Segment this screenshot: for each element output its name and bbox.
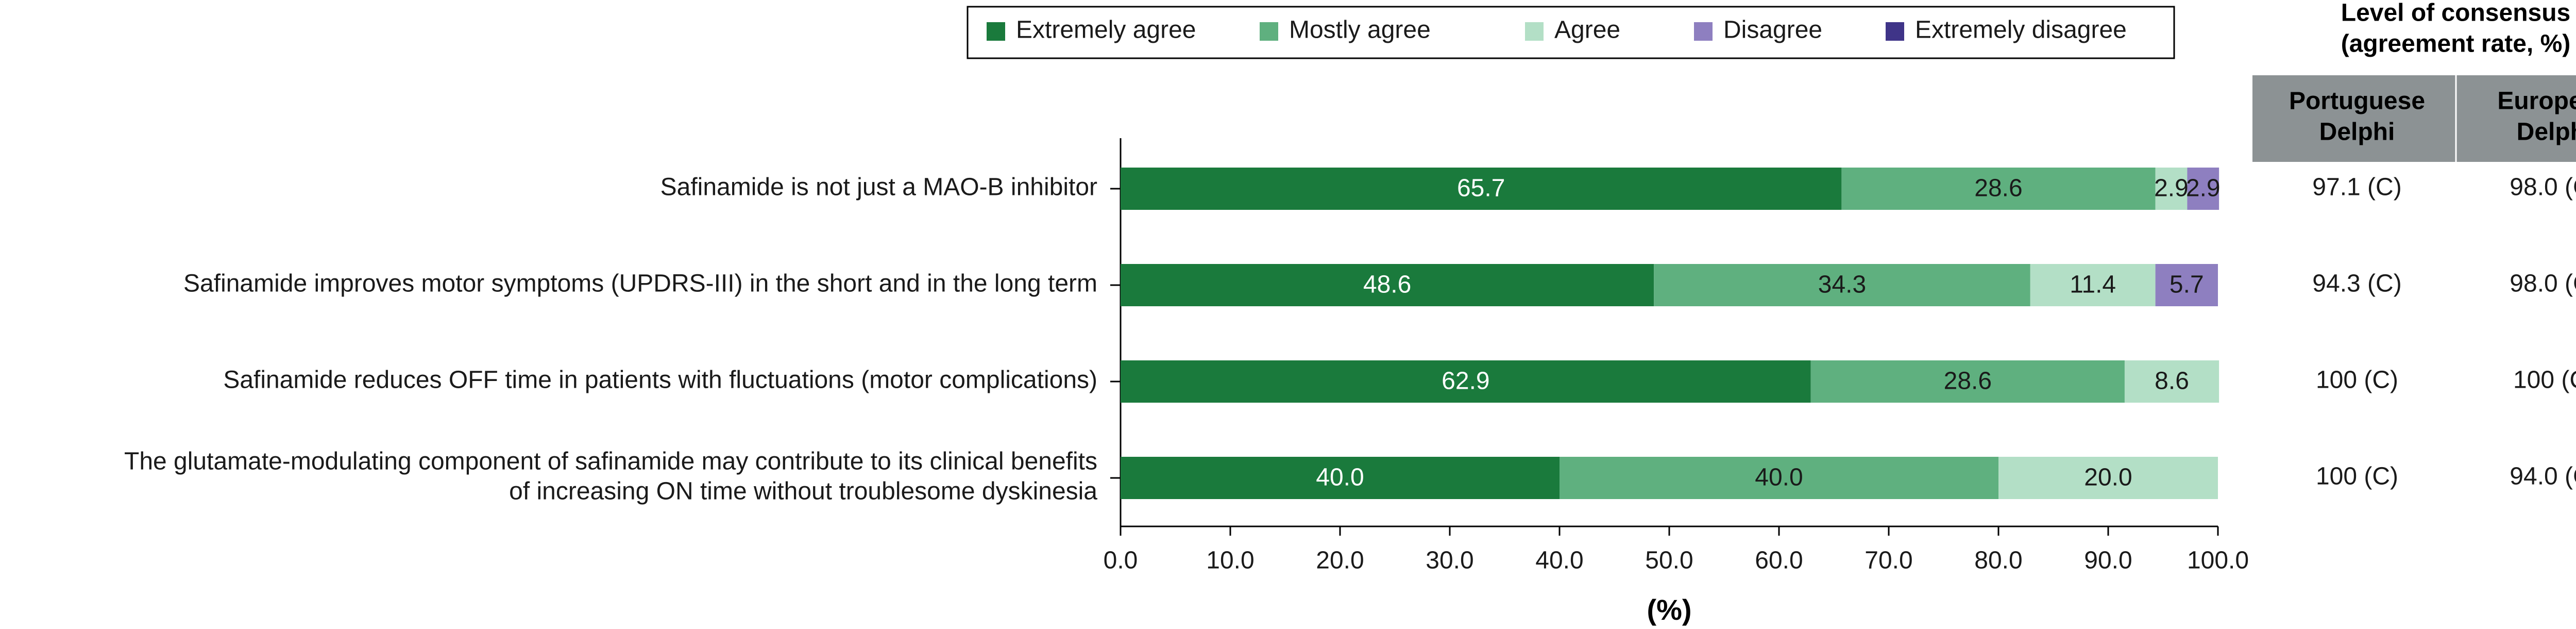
- bar-segment: [1121, 360, 1811, 403]
- x-tick-label: 90.0: [2084, 547, 2132, 574]
- data-label: 28.6: [1974, 175, 2022, 202]
- data-label: 40.0: [1755, 464, 1803, 491]
- x-tick-label: 60.0: [1755, 547, 1803, 574]
- legend-swatch: [1886, 22, 1904, 41]
- data-label: 2.9: [2186, 175, 2221, 202]
- bar-segment: [1121, 457, 1560, 499]
- data-label: 40.0: [1316, 464, 1364, 491]
- table-cell: 100 (C): [2316, 463, 2398, 490]
- bar-segment: [2155, 264, 2218, 306]
- bar-segment: [2124, 360, 2219, 403]
- x-tick-label: 30.0: [1426, 547, 1473, 574]
- legend-label: Extremely disagree: [1915, 16, 2127, 44]
- legend-label: Agree: [1554, 16, 1620, 44]
- category-label: Safinamide improves motor symptoms (UPDR…: [183, 270, 1097, 297]
- table-column-header: Delphi: [2319, 119, 2395, 146]
- x-tick-label: 70.0: [1865, 547, 1912, 574]
- x-tick-label: 80.0: [1974, 547, 2022, 574]
- x-tick-label: 10.0: [1206, 547, 1254, 574]
- category-label: The glutamate-modulating component of sa…: [124, 448, 1097, 475]
- table-cell: 94.3 (C): [2312, 270, 2401, 297]
- x-tick-label: 40.0: [1535, 547, 1583, 574]
- legend-swatch: [987, 22, 1005, 41]
- x-tick-label: 20.0: [1316, 547, 1364, 574]
- x-tick-label: 0.0: [1104, 547, 1138, 574]
- table-column-header: Portuguese: [2289, 88, 2425, 115]
- bar-segment: [1121, 168, 1842, 210]
- data-label: 34.3: [1818, 271, 1866, 299]
- category-label: Safinamide reduces OFF time in patients …: [223, 367, 1097, 394]
- x-tick-label: 100.0: [2187, 547, 2249, 574]
- bar-segment: [2155, 168, 2188, 210]
- table-column-header: Delphi: [2517, 119, 2576, 146]
- bar-segment: [1654, 264, 2030, 306]
- legend-swatch: [1525, 22, 1544, 41]
- bar-segment: [1560, 457, 1998, 499]
- bar-segment: [1998, 457, 2218, 499]
- data-label: 5.7: [2170, 271, 2204, 299]
- table-title: (agreement rate, %): [2341, 30, 2570, 58]
- category-label: Safinamide is not just a MAO-B inhibitor: [660, 174, 1097, 201]
- data-label: 65.7: [1457, 175, 1505, 202]
- table-cell: 98.0 (C): [2510, 174, 2576, 201]
- bar-segment: [2187, 168, 2219, 210]
- bar-segment: [1121, 264, 1654, 306]
- legend: Extremely agree Mostly agree Agree Disagree…: [967, 6, 2175, 59]
- table-cell: 98.0 (C): [2510, 270, 2576, 297]
- bar-segment: [1810, 360, 2125, 403]
- x-tick-label: 50.0: [1645, 547, 1693, 574]
- data-label: 2.9: [2154, 175, 2189, 202]
- table-cell: 94.0 (C): [2510, 463, 2576, 490]
- table-cell: 97.1 (C): [2312, 174, 2401, 201]
- legend-swatch: [1694, 22, 1713, 41]
- bar-segment: [2030, 264, 2156, 306]
- bar-segment: [1841, 168, 2156, 210]
- consensus-table: Level of consensus (agreement rate, %) Por…: [2252, 0, 2576, 490]
- data-label: 62.9: [1442, 368, 1489, 395]
- table-title: Level of consensus: [2341, 0, 2570, 27]
- data-label: 11.4: [2070, 271, 2116, 299]
- plot-area: 0.0 10.0 20.0 30.0 40.0 50.0 60.0 70.0 80.0 90.0 1…: [124, 138, 2249, 626]
- data-label: 28.6: [1944, 368, 1992, 395]
- category-label: of increasing ON time without troublesom…: [509, 478, 1097, 505]
- legend-box: [967, 6, 2175, 59]
- table-header-bg: [2252, 75, 2576, 162]
- table-cell: 100 (C): [2513, 367, 2576, 394]
- data-label: 8.6: [2155, 368, 2189, 395]
- legend-label: Disagree: [1723, 16, 1822, 44]
- legend-label: Extremely agree: [1016, 16, 1196, 44]
- data-label: 20.0: [2084, 464, 2132, 491]
- legend-swatch: [1260, 22, 1278, 41]
- table-column-header: European: [2497, 88, 2576, 115]
- x-axis-title: (%): [1647, 593, 1691, 626]
- data-label: 48.6: [1363, 271, 1411, 299]
- table-cell: 100 (C): [2316, 367, 2398, 394]
- legend-label: Mostly agree: [1289, 16, 1431, 44]
